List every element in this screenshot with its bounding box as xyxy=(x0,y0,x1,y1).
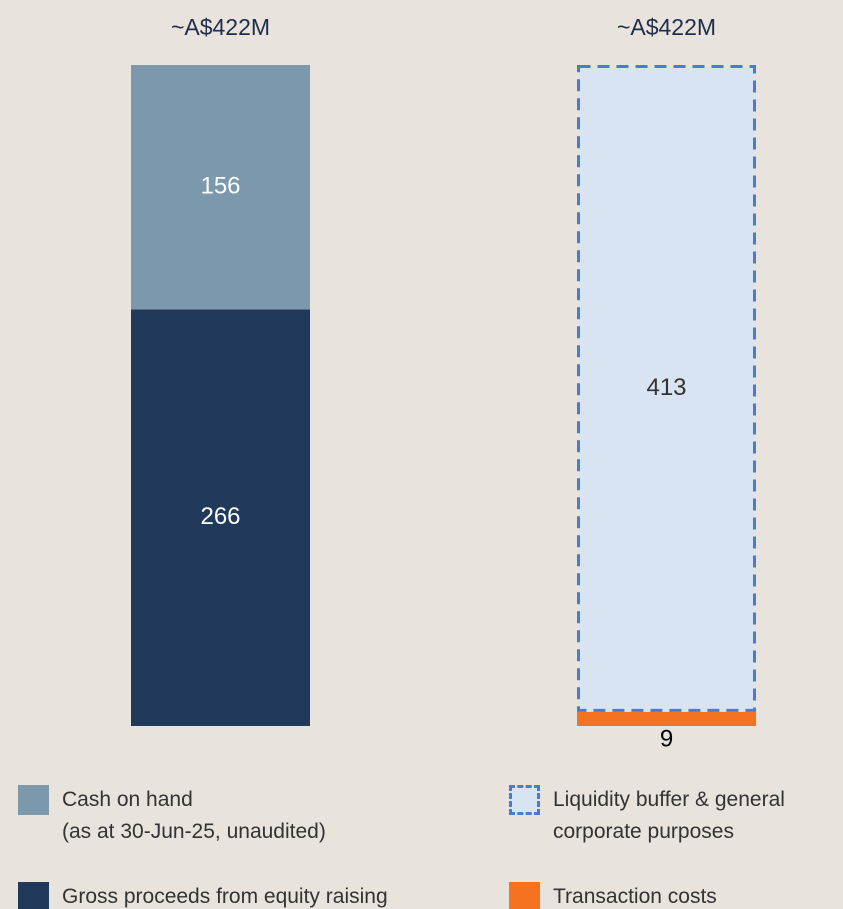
legend-swatch xyxy=(18,882,49,909)
bar-segment xyxy=(131,309,310,726)
bar-segment xyxy=(577,711,756,726)
legend-item: Liquidity buffer & general corporate pur… xyxy=(509,785,785,848)
legend-item: Gross proceeds from equity raising xyxy=(18,882,388,909)
legend-item: Cash on hand (as at 30-Jun-25, unaudited… xyxy=(18,785,326,848)
legend-label: Liquidity buffer & general corporate pur… xyxy=(553,788,785,843)
legend-swatch xyxy=(18,785,49,815)
legend-label: Gross proceeds from equity raising xyxy=(62,885,388,908)
bar-segment xyxy=(131,65,310,310)
legend-swatch xyxy=(509,882,540,909)
legend-label: Cash on hand (as at 30-Jun-25, unaudited… xyxy=(62,788,326,843)
data-label: 266 xyxy=(200,503,240,530)
legend-item: Transaction costs xyxy=(509,882,717,909)
data-label: 156 xyxy=(200,173,240,200)
total-label: ~A$422M xyxy=(617,14,716,40)
legend-swatch xyxy=(509,785,540,815)
bar-segment xyxy=(577,65,756,712)
data-label: 413 xyxy=(646,374,686,401)
total-label: ~A$422M xyxy=(171,14,270,40)
plot: 266 156 ~A$422M 9 413 ~A$422M xyxy=(131,14,756,752)
legend-label: Transaction costs xyxy=(553,885,717,908)
data-label: 9 xyxy=(660,725,673,752)
